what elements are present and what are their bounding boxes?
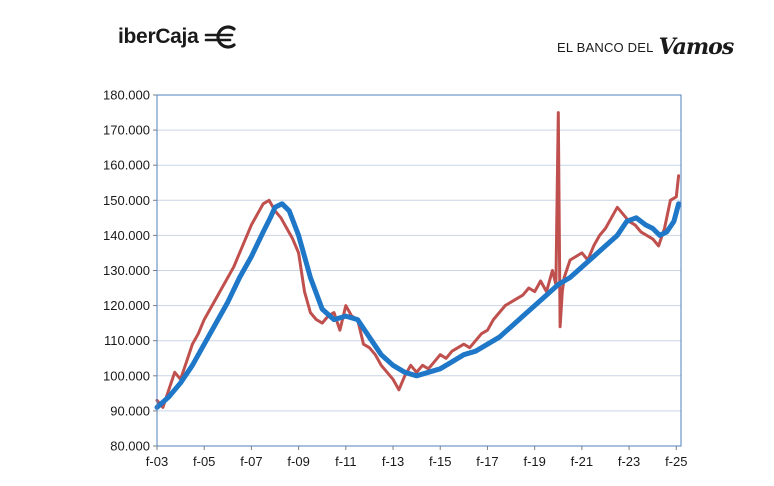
slogan-logo: EL BANCO DEL Vamos (557, 34, 735, 60)
x-tick-label: f-09 (287, 454, 309, 469)
euro-swoosh-icon (205, 25, 237, 49)
x-axis-ticks: f-03 f-05 f-07 f-09 f-11 f-13 f-15 f-17 f-19 f-21… (146, 446, 687, 469)
y-tick-label: 110.000 (104, 333, 150, 348)
x-tick-label: f-17 (476, 454, 498, 469)
series-line-monthly (155, 111, 681, 409)
x-tick-label: f-21 (571, 454, 593, 469)
y-tick-label: 170.000 (103, 123, 150, 138)
y-tick-label: 130.000 (103, 263, 150, 278)
ibercaja-logo: iberCaja (118, 22, 246, 52)
x-tick-label: f-13 (382, 454, 404, 469)
slogan-script: Vamos (658, 34, 735, 60)
series-line-trend (154, 201, 682, 410)
y-axis-ticks: 80.000 90.000 100.000 110.000 120.000 130.000… (103, 88, 157, 454)
plot-border (156, 94, 682, 447)
y-tick-label: 160.000 (103, 158, 150, 173)
x-tick-label: f-07 (240, 454, 262, 469)
x-tick-label: f-25 (665, 454, 687, 469)
x-tick-label: f-19 (523, 454, 545, 469)
x-tick-label: f-23 (618, 454, 640, 469)
x-tick-label: f-11 (335, 454, 356, 469)
slogan-text: EL BANCO DEL (557, 39, 654, 55)
ibercaja-logo-text: iberCaja (118, 25, 199, 48)
x-tick-label: f-03 (146, 454, 168, 469)
y-tick-label: 80.000 (110, 439, 150, 454)
y-tick-label: 120.000 (103, 298, 150, 313)
series-layer (154, 111, 682, 410)
gridlines (157, 94, 681, 412)
x-tick-label: f-15 (429, 454, 451, 469)
y-tick-label: 100.000 (103, 368, 150, 383)
x-tick-label: f-05 (193, 454, 215, 469)
y-tick-label: 180.000 (103, 88, 150, 103)
y-tick-label: 140.000 (103, 228, 150, 243)
y-tick-label: 90.000 (110, 403, 150, 418)
y-tick-label: 150.000 (103, 193, 150, 208)
